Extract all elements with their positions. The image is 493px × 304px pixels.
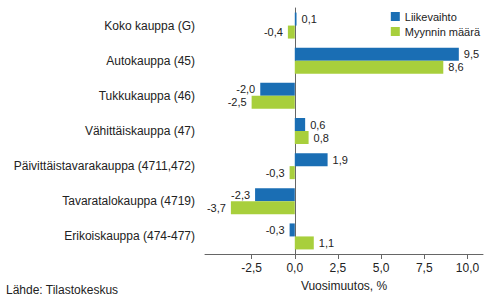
svg-text:Tavaratalokauppa (4719): Tavaratalokauppa (4719) bbox=[62, 194, 195, 208]
svg-text:1,9: 1,9 bbox=[333, 154, 348, 166]
svg-text:7,5: 7,5 bbox=[416, 261, 433, 275]
svg-text:Päivittäistavarakauppa (4711,4: Päivittäistavarakauppa (4711,472) bbox=[14, 159, 195, 173]
svg-text:5,0: 5,0 bbox=[373, 261, 390, 275]
svg-text:Autokauppa (45): Autokauppa (45) bbox=[106, 54, 195, 68]
svg-text:Lähde: Tilastokeskus: Lähde: Tilastokeskus bbox=[6, 283, 118, 297]
svg-text:-2,0: -2,0 bbox=[236, 83, 255, 95]
svg-text:0,1: 0,1 bbox=[302, 13, 317, 25]
svg-text:Myynnin määrä: Myynnin määrä bbox=[405, 26, 481, 38]
svg-text:-2,3: -2,3 bbox=[231, 189, 250, 201]
svg-text:0,0: 0,0 bbox=[286, 261, 303, 275]
svg-text:-3,7: -3,7 bbox=[207, 202, 226, 214]
svg-text:Erikoiskauppa (474-477): Erikoiskauppa (474-477) bbox=[64, 229, 195, 243]
svg-text:Tukkukauppa (46): Tukkukauppa (46) bbox=[99, 89, 195, 103]
svg-text:2,5: 2,5 bbox=[330, 261, 347, 275]
svg-text:Koko kauppa (G): Koko kauppa (G) bbox=[104, 19, 195, 33]
svg-text:Liikevaihto: Liikevaihto bbox=[405, 11, 457, 23]
svg-text:0,8: 0,8 bbox=[314, 132, 329, 144]
svg-text:Vuosimuutos, %: Vuosimuutos, % bbox=[301, 279, 388, 293]
svg-text:Vähittäiskauppa (47): Vähittäiskauppa (47) bbox=[85, 124, 195, 138]
svg-text:-0,3: -0,3 bbox=[266, 224, 285, 236]
svg-text:10,0: 10,0 bbox=[456, 261, 480, 275]
svg-text:0,6: 0,6 bbox=[310, 119, 325, 131]
svg-text:-0,3: -0,3 bbox=[266, 167, 285, 179]
svg-text:-2,5: -2,5 bbox=[241, 261, 262, 275]
svg-text:-2,5: -2,5 bbox=[228, 96, 247, 108]
svg-text:1,1: 1,1 bbox=[319, 237, 334, 249]
svg-text:8,6: 8,6 bbox=[448, 61, 463, 73]
svg-text:-0,4: -0,4 bbox=[264, 26, 283, 38]
svg-text:9,5: 9,5 bbox=[464, 48, 479, 60]
